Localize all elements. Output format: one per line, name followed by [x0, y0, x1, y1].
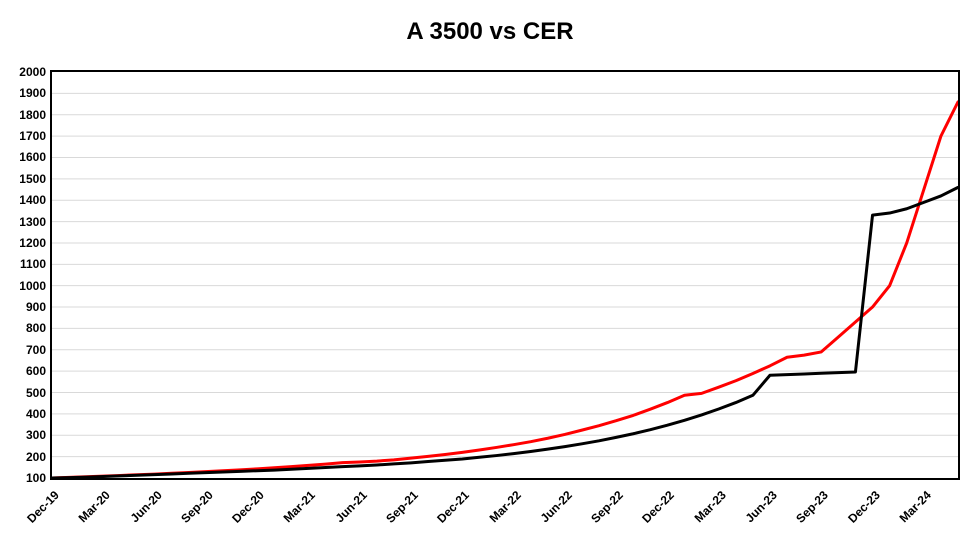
xtick-label: Jun-20 — [127, 488, 164, 525]
chart-container: A 3500 vs CER 100 200 300 400 500 600 700 800 90… — [0, 0, 980, 541]
ytick-label: 1200 — [6, 236, 46, 250]
xtick-label: Mar-22 — [486, 488, 523, 525]
ytick-label: 800 — [6, 321, 46, 335]
xtick-label: Sep-22 — [588, 488, 626, 526]
ytick-label: 1300 — [6, 215, 46, 229]
ytick-label: 700 — [6, 343, 46, 357]
xtick-label: Dec-19 — [24, 488, 62, 526]
ytick-label: 1100 — [6, 257, 46, 271]
chart-title: A 3500 vs CER — [0, 18, 980, 46]
ytick-label: 500 — [6, 386, 46, 400]
ytick-label: 300 — [6, 428, 46, 442]
xtick-label: Jun-21 — [332, 488, 369, 525]
ytick-label: 400 — [6, 407, 46, 421]
series-line-A3500 — [52, 187, 958, 478]
plot-svg — [52, 72, 958, 478]
ytick-label: 1500 — [6, 172, 46, 186]
ytick-label: 600 — [6, 364, 46, 378]
ytick-label: 1700 — [6, 129, 46, 143]
ytick-label: 2000 — [6, 65, 46, 79]
ytick-label: 1900 — [6, 86, 46, 100]
xtick-label: Dec-21 — [434, 488, 472, 526]
ytick-label: 900 — [6, 300, 46, 314]
xtick-label: Mar-23 — [691, 488, 728, 525]
xtick-label: Jun-22 — [537, 488, 574, 525]
xtick-label: Mar-21 — [281, 488, 318, 525]
plot-area — [50, 70, 960, 480]
xtick-label: Sep-20 — [178, 488, 216, 526]
ytick-label: 1400 — [6, 193, 46, 207]
xtick-label: Dec-20 — [229, 488, 267, 526]
xtick-label: Sep-21 — [383, 488, 421, 526]
ytick-label: 1000 — [6, 279, 46, 293]
xtick-label: Jun-23 — [743, 488, 780, 525]
ytick-label: 1800 — [6, 108, 46, 122]
xtick-label: Dec-22 — [640, 488, 678, 526]
ytick-label: 1600 — [6, 150, 46, 164]
xtick-label: Sep-23 — [793, 488, 831, 526]
ytick-label: 200 — [6, 450, 46, 464]
xtick-label: Mar-20 — [76, 488, 113, 525]
series-line-CER — [52, 102, 958, 478]
ytick-label: 100 — [6, 471, 46, 485]
xtick-label: Mar-24 — [896, 488, 933, 525]
xtick-label: Dec-23 — [845, 488, 883, 526]
